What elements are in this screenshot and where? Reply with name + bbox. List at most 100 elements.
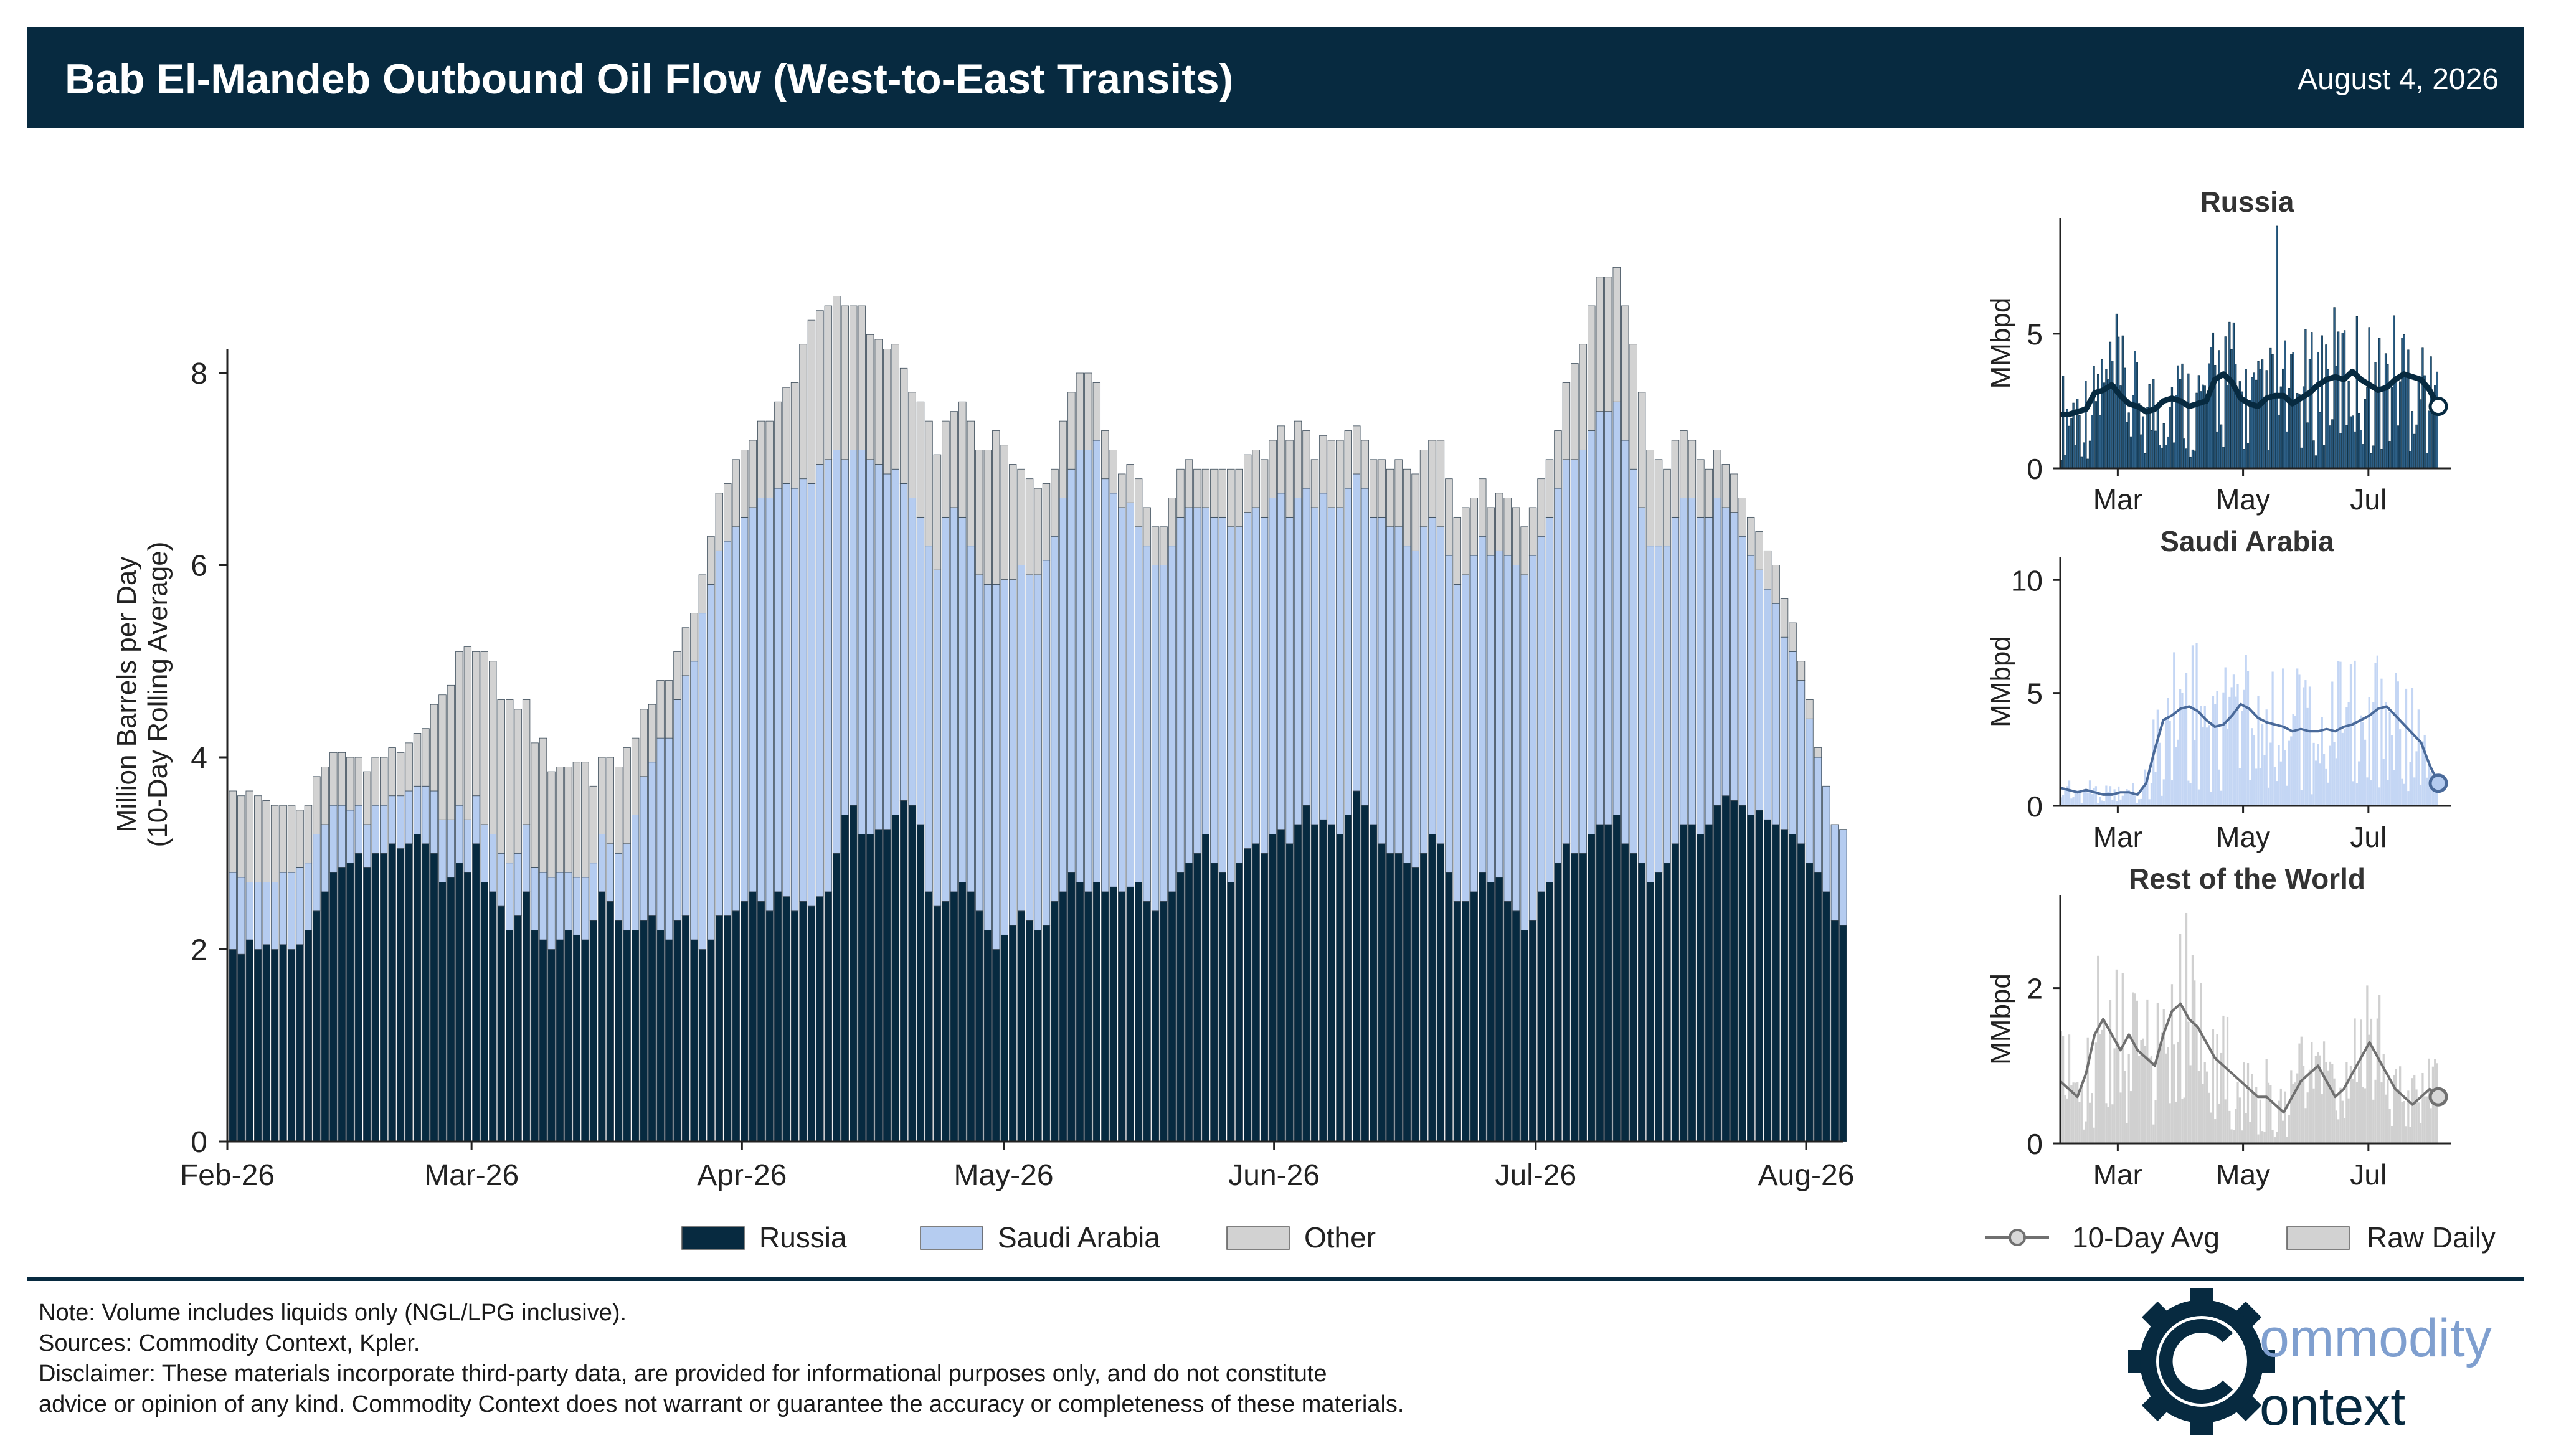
bar-russia (463, 872, 472, 1142)
raw-daily-bar (2322, 445, 2326, 469)
bar-russia (707, 939, 715, 1142)
gear-icon (2128, 1288, 2275, 1435)
bar-russia (631, 930, 640, 1142)
bar-other (237, 795, 245, 878)
bar-russia (1042, 925, 1051, 1142)
bar-russia (648, 915, 656, 1142)
raw-daily-bar (2072, 797, 2075, 806)
raw-daily-bar (2370, 780, 2373, 806)
bar-other (606, 757, 614, 844)
bar-russia (606, 901, 614, 1142)
raw-daily-bar (2080, 1087, 2083, 1144)
logo-word-2: ontext (2260, 1377, 2405, 1437)
bar-russia (1629, 853, 1637, 1142)
raw-daily-bar (2093, 787, 2095, 806)
raw-daily-bar (2304, 1108, 2307, 1144)
bar-other (1470, 498, 1479, 556)
bar-other (1126, 464, 1134, 503)
raw-daily-bar (2278, 745, 2280, 806)
raw-daily-bar (2319, 763, 2321, 806)
bar-other (1763, 550, 1772, 590)
raw-daily-bar (2232, 674, 2235, 806)
bar-saudi-arabia (1394, 526, 1403, 854)
raw-daily-bar (2194, 450, 2196, 469)
raw-daily-bar (2062, 376, 2065, 469)
bar-saudi-arabia (933, 569, 942, 907)
bar-russia (1185, 863, 1193, 1142)
bar-saudi-arabia (1118, 507, 1126, 892)
bar-saudi-arabia (1688, 498, 1697, 825)
bar-saudi-arabia (539, 872, 547, 940)
bar-other (522, 699, 531, 825)
bar-saudi-arabia (983, 584, 992, 931)
raw-daily-bar (2415, 1089, 2418, 1144)
bar-other (1755, 531, 1763, 570)
bar-other (690, 613, 698, 662)
bar-russia (1092, 882, 1101, 1142)
bar-other (547, 771, 556, 878)
bar-other (833, 296, 841, 450)
bar-other (229, 790, 237, 873)
bar-russia (1588, 834, 1596, 1142)
bar-other (1101, 430, 1109, 480)
raw-daily-bar (2097, 374, 2099, 469)
bar-russia (346, 863, 354, 1142)
raw-daily-bar (2382, 759, 2385, 806)
bar-russia (1554, 863, 1562, 1142)
raw-daily-bar (2387, 1079, 2389, 1144)
bar-other (1588, 305, 1596, 431)
raw-daily-bar (2241, 711, 2243, 806)
raw-daily-bar (2337, 661, 2340, 806)
raw-daily-bar (2349, 664, 2352, 806)
bar-other (673, 651, 681, 700)
bar-other (841, 305, 850, 460)
bar-russia (1394, 853, 1403, 1142)
raw-daily-bar (2235, 1109, 2237, 1144)
raw-daily-bar (2140, 1040, 2142, 1144)
bar-russia (287, 949, 296, 1142)
raw-daily-bar (2070, 1085, 2073, 1144)
bar-russia (950, 891, 958, 1142)
raw-daily-bar (2284, 750, 2286, 806)
raw-daily-bar (2253, 1094, 2256, 1144)
bar-saudi-arabia (1025, 574, 1034, 921)
raw-daily-bar (2115, 969, 2118, 1144)
bar-saudi-arabia (656, 737, 665, 931)
panel-x-tick-label: Mar (2093, 483, 2142, 516)
bar-russia (958, 882, 967, 1142)
raw-daily-bar (2169, 407, 2171, 469)
raw-daily-bar (2212, 1029, 2215, 1144)
bar-russia (1453, 901, 1462, 1142)
bar-other (1386, 468, 1394, 527)
raw-daily-bar (2129, 793, 2132, 806)
bar-other (925, 420, 933, 547)
raw-daily-bar (2278, 414, 2280, 469)
raw-daily-bar (2082, 442, 2085, 469)
bar-russia (1109, 886, 1117, 1142)
main-x-tick-label: Apr-26 (697, 1159, 787, 1192)
bar-other (640, 709, 648, 777)
raw-daily-bar (2161, 795, 2163, 806)
bar-saudi-arabia (1201, 507, 1210, 834)
raw-daily-bar (2319, 412, 2321, 469)
bar-russia (824, 891, 833, 1142)
bar-russia (1789, 834, 1797, 1142)
bar-saudi-arabia (1797, 680, 1806, 844)
raw-daily-bar (2154, 772, 2157, 806)
bar-saudi-arabia (1588, 430, 1596, 834)
bar-saudi-arabia (732, 526, 740, 912)
bar-other (1143, 507, 1151, 547)
bar-saudi-arabia (321, 824, 329, 892)
bar-russia (304, 930, 313, 1142)
raw-daily-bar (2341, 732, 2344, 806)
raw-daily-bar (2263, 397, 2266, 469)
raw-daily-bar (2152, 719, 2155, 806)
raw-daily-bar (2226, 385, 2229, 469)
bar-other (1260, 459, 1269, 518)
bar-russia (1252, 843, 1260, 1142)
bar-saudi-arabia (1302, 488, 1310, 806)
bar-other (531, 742, 539, 868)
bar-saudi-arabia (1671, 516, 1680, 844)
bar-russia (1721, 795, 1730, 1142)
bar-russia (1822, 891, 1830, 1142)
